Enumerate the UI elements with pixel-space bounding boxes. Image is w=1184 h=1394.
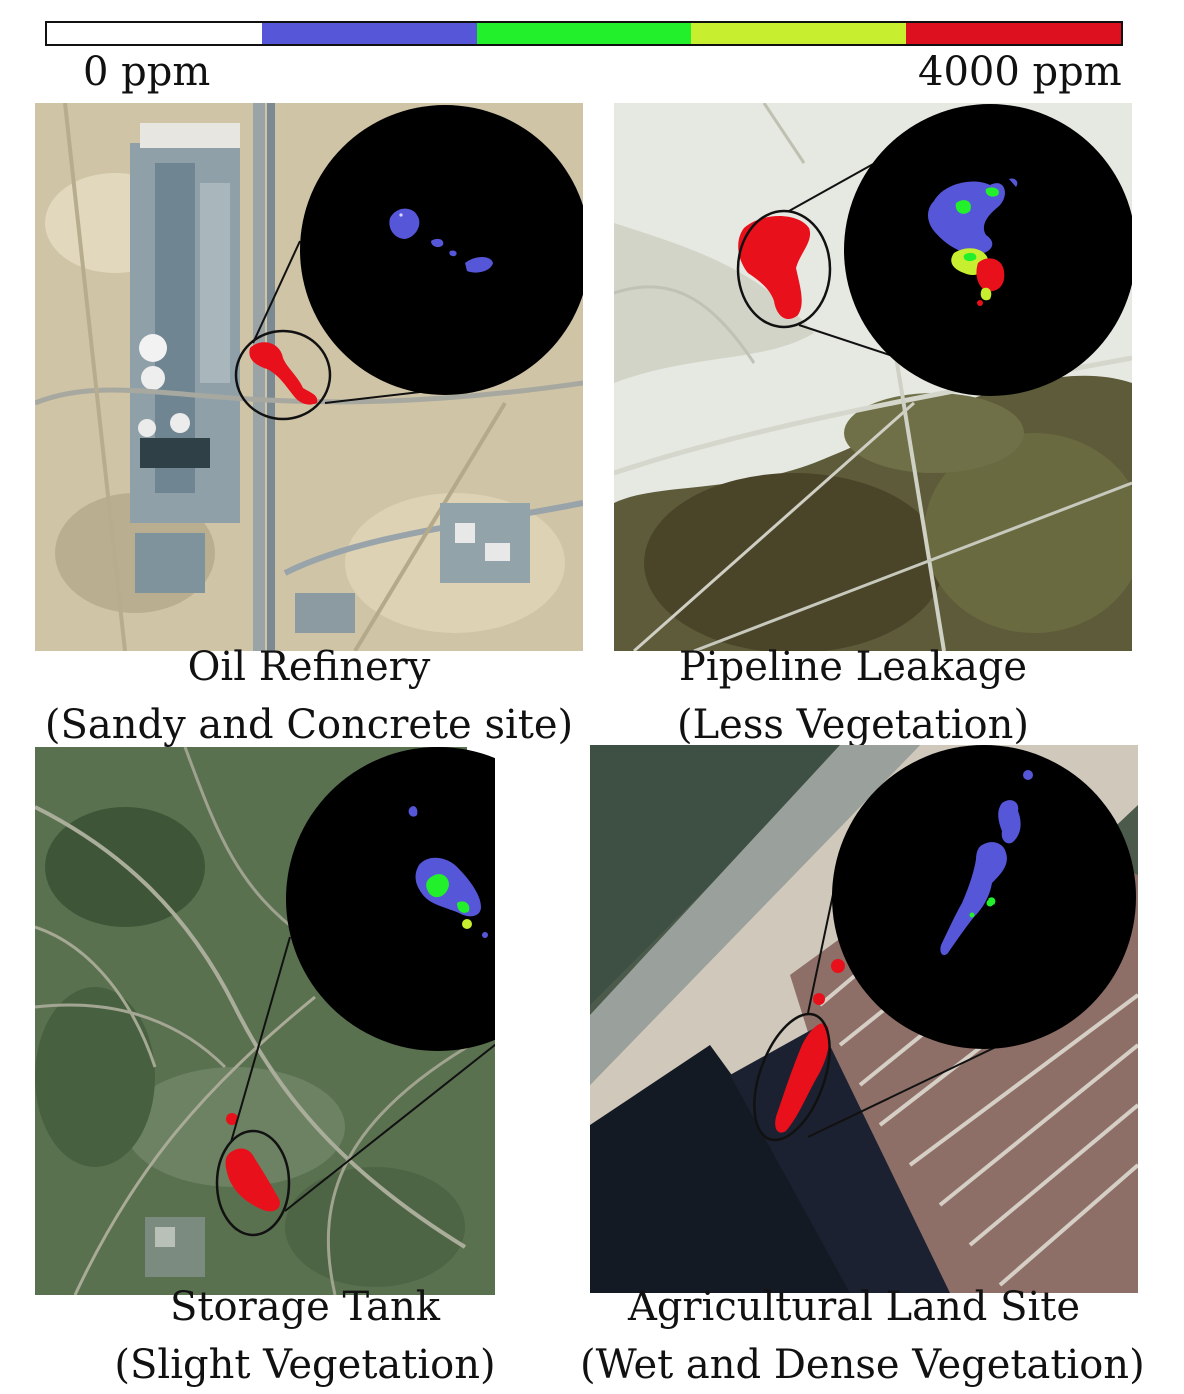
storage-tank-satellite-image	[35, 747, 495, 1295]
colorbar-min-label: 0 ppm	[83, 49, 211, 95]
panel-agricultural-land-site	[590, 745, 1138, 1293]
colorbar-max-label: 4000 ppm	[918, 49, 1122, 95]
colorbar-segment-3	[691, 23, 907, 44]
caption-oil-refinery-subtitle: (Sandy and Concrete site)	[44, 702, 574, 748]
colorbar-segment-1	[261, 23, 477, 44]
caption-oil-refinery-title: Oil Refinery	[187, 644, 431, 690]
pipeline-leakage-satellite-image	[614, 103, 1132, 651]
caption-storage-tank-subtitle: (Slight Vegetation)	[114, 1342, 496, 1388]
caption-agricultural-land-title: Agricultural Land Site	[627, 1284, 1081, 1330]
agricultural-land-satellite-image	[590, 745, 1138, 1293]
colorbar-segment-4	[906, 23, 1121, 44]
panel-storage-tank	[35, 747, 495, 1295]
caption-pipeline-leakage-title: Pipeline Leakage	[678, 644, 1028, 690]
colorbar-segment-0	[47, 23, 262, 44]
caption-pipeline-leakage-subtitle: (Less Vegetation)	[676, 702, 1029, 748]
panel-pipeline-leakage	[614, 103, 1132, 651]
caption-storage-tank-title: Storage Tank	[170, 1284, 440, 1330]
panel-oil-refinery	[35, 103, 583, 651]
oil-refinery-satellite-image	[35, 103, 583, 651]
concentration-colorbar	[45, 21, 1123, 46]
caption-agricultural-land-subtitle: (Wet and Dense Vegetation)	[580, 1342, 1145, 1388]
colorbar-segment-2	[476, 23, 692, 44]
